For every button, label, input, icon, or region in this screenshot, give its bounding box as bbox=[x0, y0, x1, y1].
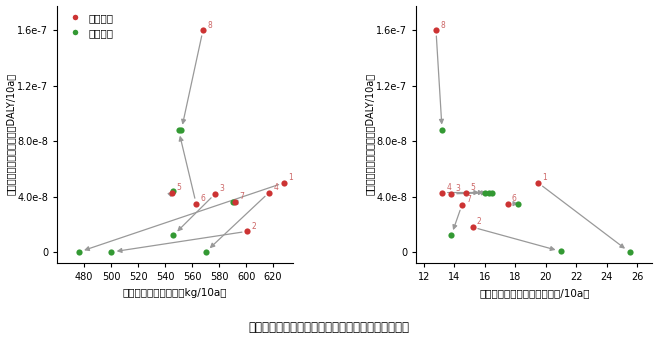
Point bbox=[556, 249, 567, 254]
Point bbox=[166, 190, 177, 195]
Text: 6: 6 bbox=[512, 194, 517, 203]
Point bbox=[173, 127, 184, 133]
Point bbox=[467, 224, 478, 230]
Point bbox=[487, 190, 497, 195]
X-axis label: 単位面積当たり粗収益（万円/10a）: 単位面積当たり粗収益（万円/10a） bbox=[479, 288, 590, 298]
Point bbox=[431, 28, 442, 33]
Point bbox=[168, 188, 178, 194]
Point bbox=[437, 190, 447, 195]
Text: 1: 1 bbox=[542, 173, 547, 182]
Point bbox=[176, 127, 187, 133]
Point bbox=[168, 233, 178, 238]
Text: 4: 4 bbox=[446, 183, 451, 192]
Point bbox=[197, 28, 208, 33]
Text: 5: 5 bbox=[470, 183, 476, 192]
X-axis label: 単位面積当たり収量（kg/10a）: 単位面積当たり収量（kg/10a） bbox=[123, 288, 228, 298]
Text: 2: 2 bbox=[251, 221, 257, 231]
Point bbox=[230, 200, 241, 205]
Y-axis label: 単位面積当たり環境影響（DALY/10a）: 単位面積当たり環境影響（DALY/10a） bbox=[365, 73, 374, 195]
Text: 8: 8 bbox=[207, 21, 212, 30]
Point bbox=[461, 190, 472, 195]
Point bbox=[200, 249, 211, 255]
Point bbox=[533, 180, 544, 186]
Text: 7: 7 bbox=[466, 195, 471, 204]
Text: 3: 3 bbox=[455, 184, 461, 193]
Text: 7: 7 bbox=[240, 192, 244, 202]
Point bbox=[227, 200, 238, 205]
Text: 4: 4 bbox=[273, 183, 278, 192]
Text: 3: 3 bbox=[219, 184, 224, 193]
Point bbox=[242, 228, 253, 234]
Point bbox=[513, 201, 524, 206]
Point bbox=[446, 191, 457, 196]
Y-axis label: 単位面積当たり環境影響（DALY/10a）: 単位面積当たり環境影響（DALY/10a） bbox=[5, 73, 16, 195]
Point bbox=[437, 127, 447, 133]
Point bbox=[502, 201, 513, 206]
Point bbox=[480, 190, 490, 195]
Point bbox=[106, 249, 116, 255]
Legend: 慣行栄培, 特別栄培: 慣行栄培, 特別栄培 bbox=[63, 11, 115, 40]
Point bbox=[264, 190, 274, 195]
Point bbox=[446, 233, 457, 238]
Point bbox=[457, 202, 467, 208]
Point bbox=[278, 180, 289, 186]
Point bbox=[484, 190, 495, 195]
Point bbox=[624, 249, 635, 255]
Text: 6: 6 bbox=[200, 194, 205, 203]
Point bbox=[74, 249, 84, 255]
Text: 図１　経済性と環境影響の関係（農家単位の変化）: 図１ 経済性と環境影響の関係（農家単位の変化） bbox=[249, 320, 409, 334]
Text: 2: 2 bbox=[477, 217, 482, 226]
Text: 5: 5 bbox=[176, 183, 181, 192]
Text: 8: 8 bbox=[440, 21, 445, 30]
Point bbox=[191, 201, 201, 206]
Text: 1: 1 bbox=[288, 173, 293, 182]
Point bbox=[210, 191, 220, 196]
